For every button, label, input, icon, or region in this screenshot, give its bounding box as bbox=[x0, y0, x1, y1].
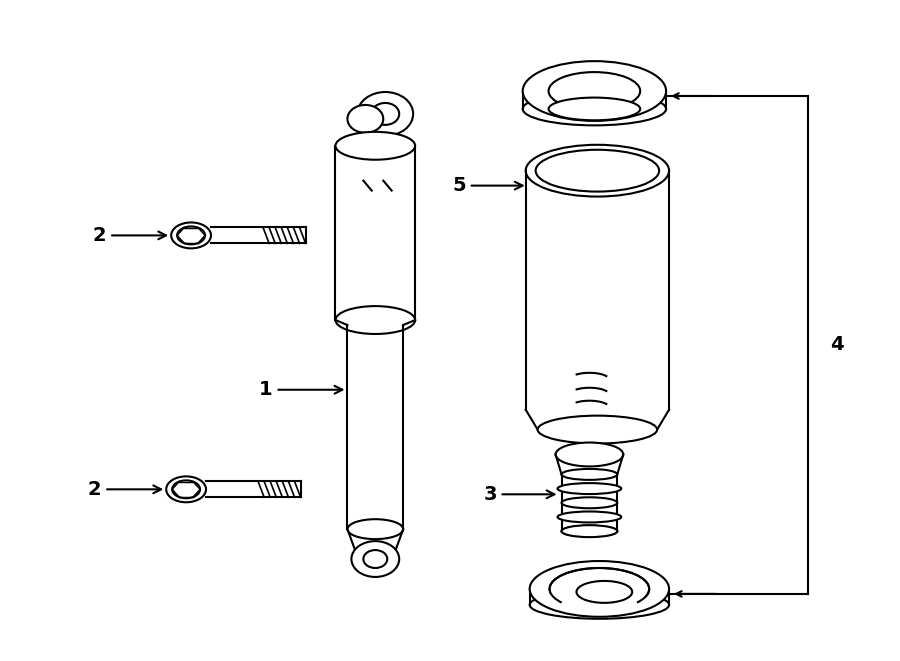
Text: 2: 2 bbox=[88, 480, 161, 499]
Ellipse shape bbox=[351, 541, 400, 577]
Text: 4: 4 bbox=[831, 335, 844, 354]
Ellipse shape bbox=[557, 512, 621, 522]
Ellipse shape bbox=[171, 223, 211, 249]
Ellipse shape bbox=[550, 568, 649, 610]
Ellipse shape bbox=[347, 105, 383, 133]
Ellipse shape bbox=[526, 145, 669, 196]
Ellipse shape bbox=[364, 550, 387, 568]
Ellipse shape bbox=[530, 561, 669, 617]
Text: 2: 2 bbox=[93, 226, 166, 245]
Ellipse shape bbox=[177, 227, 205, 245]
Ellipse shape bbox=[523, 93, 666, 126]
Ellipse shape bbox=[557, 483, 621, 494]
Text: 3: 3 bbox=[483, 485, 554, 504]
Ellipse shape bbox=[336, 306, 415, 334]
Ellipse shape bbox=[347, 519, 403, 539]
Text: 1: 1 bbox=[259, 380, 342, 399]
Ellipse shape bbox=[577, 581, 632, 603]
Ellipse shape bbox=[549, 98, 640, 120]
Ellipse shape bbox=[549, 72, 640, 110]
Ellipse shape bbox=[530, 591, 669, 619]
Ellipse shape bbox=[562, 497, 617, 508]
Ellipse shape bbox=[562, 525, 617, 537]
Ellipse shape bbox=[555, 442, 624, 467]
Ellipse shape bbox=[536, 150, 659, 192]
Ellipse shape bbox=[562, 525, 617, 537]
Ellipse shape bbox=[523, 61, 666, 121]
Ellipse shape bbox=[537, 416, 657, 444]
Ellipse shape bbox=[166, 477, 206, 502]
Ellipse shape bbox=[357, 92, 413, 136]
Ellipse shape bbox=[562, 469, 617, 480]
Ellipse shape bbox=[372, 103, 400, 125]
Text: 5: 5 bbox=[453, 176, 523, 195]
Ellipse shape bbox=[172, 481, 200, 498]
Ellipse shape bbox=[336, 132, 415, 160]
